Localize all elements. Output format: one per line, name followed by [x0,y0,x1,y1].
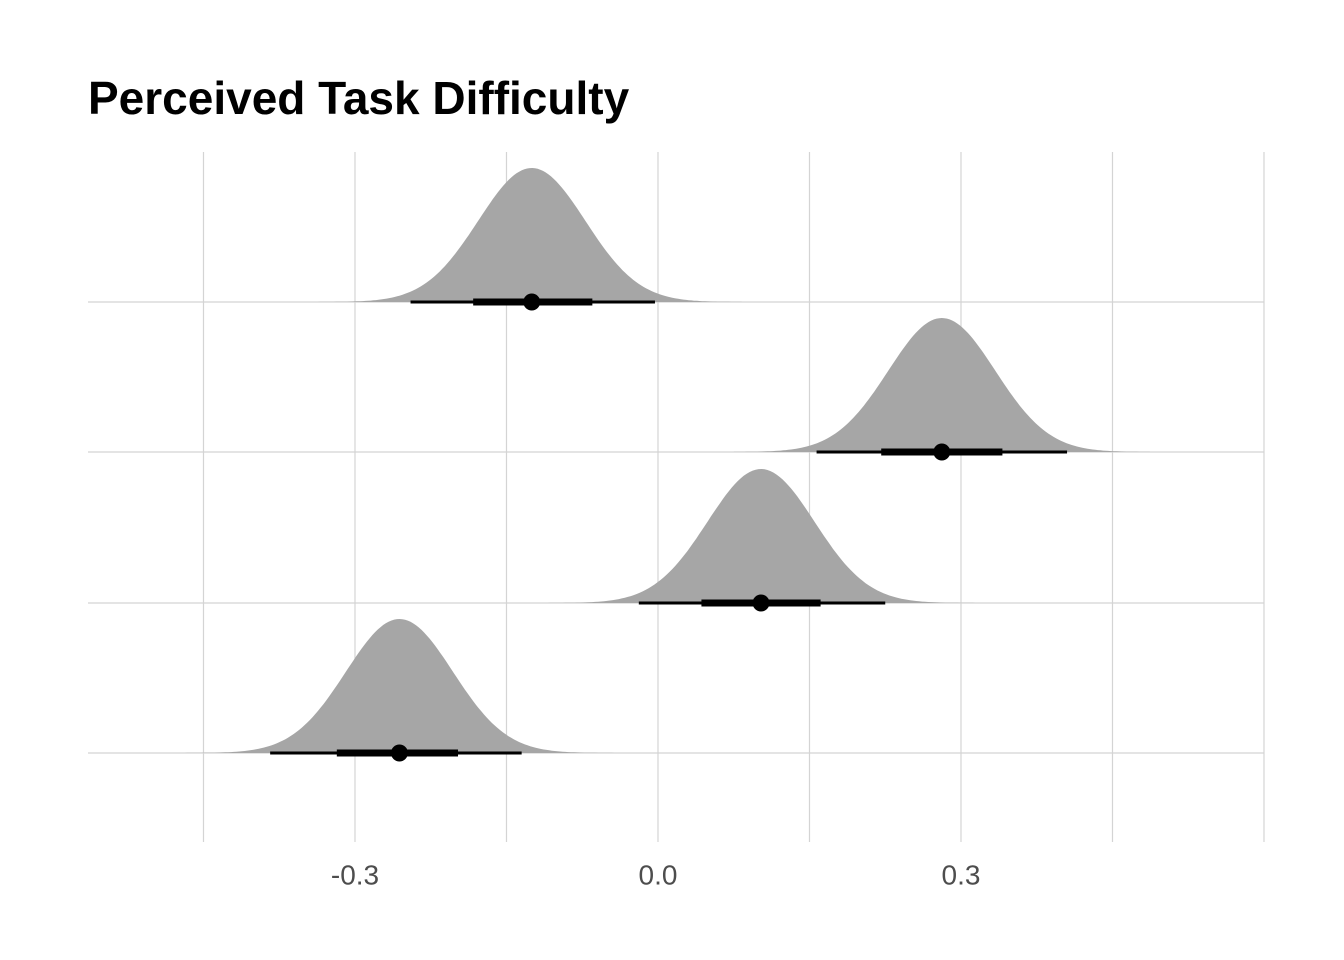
median-point [523,293,541,311]
density-group [526,469,1003,612]
median-point [933,443,951,461]
median-point [752,594,770,612]
density-area [317,168,742,302]
density-group [179,619,615,762]
median-point [390,744,408,762]
density-series [179,168,1150,762]
horizontal-gridlines [88,301,1264,754]
x-tick-labels: -0.3 0.0 0.3 [331,860,981,891]
x-tick-label: 0.3 [942,860,981,891]
density-area [526,469,1003,603]
chart-title: Perceived Task Difficulty [88,72,630,124]
density-group [733,318,1150,461]
x-tick-label: -0.3 [331,860,379,891]
density-area [733,318,1150,452]
x-tick-label: 0.0 [639,860,678,891]
density-area [179,619,615,753]
density-group [317,168,742,311]
